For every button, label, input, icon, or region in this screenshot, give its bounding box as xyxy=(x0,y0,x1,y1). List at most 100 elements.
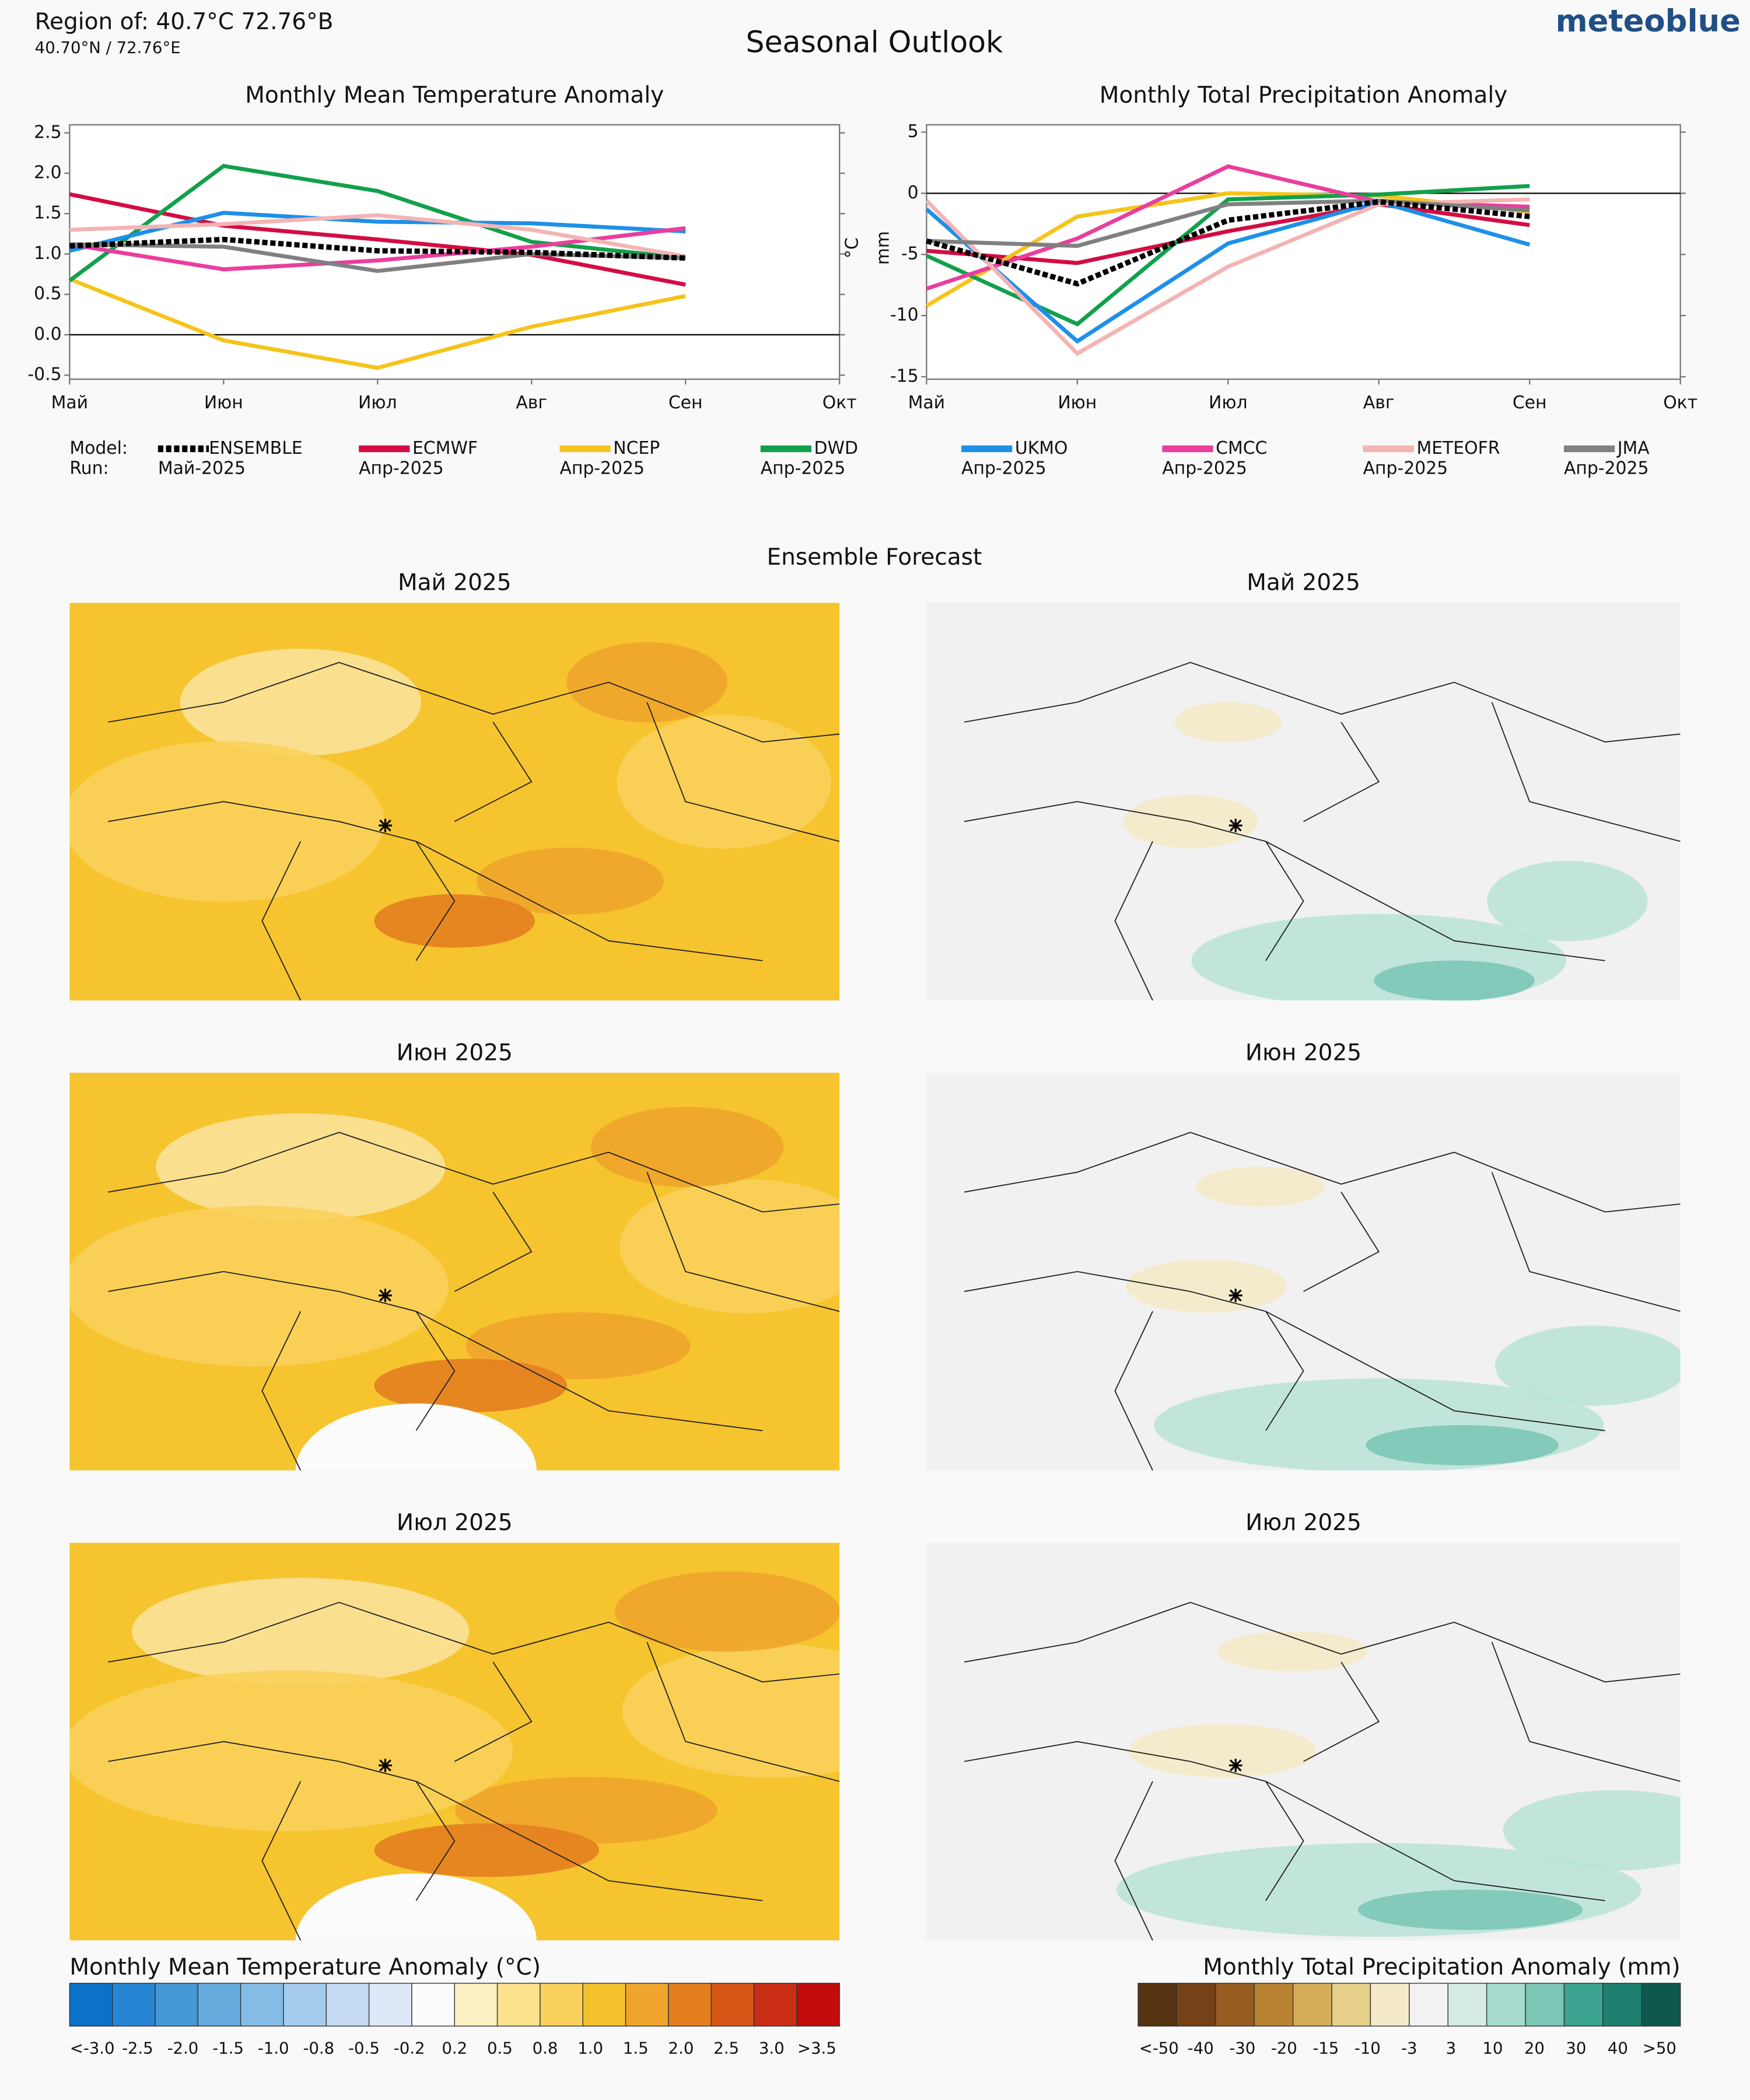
map-shade xyxy=(617,715,831,849)
map-shade xyxy=(1494,1325,1681,1406)
colorbar-swatch xyxy=(1486,1983,1526,2027)
map xyxy=(69,603,840,1001)
legend-run: Апр-2025 xyxy=(1363,458,1448,478)
legend-run: Апр-2025 xyxy=(961,458,1046,478)
map-shade xyxy=(1374,960,1535,1001)
colorbar-swatch xyxy=(1602,1983,1642,2027)
series-line xyxy=(69,277,686,370)
map-shade xyxy=(1366,1425,1559,1465)
colorbar-label: 3 xyxy=(1446,2039,1457,2057)
map-shade xyxy=(476,848,664,915)
map xyxy=(69,1073,840,1471)
colorbar-label: 0.2 xyxy=(442,2039,467,2057)
map-borders xyxy=(108,662,840,1001)
map-shade xyxy=(374,894,535,948)
legend-run: Апр-2025 xyxy=(359,458,444,478)
chart-title: Monthly Total Precipitation Anomaly xyxy=(1100,82,1508,108)
colorbar-swatch xyxy=(1215,1983,1255,2027)
colorbar-swatch xyxy=(1409,1983,1448,2027)
map-shade xyxy=(1126,1259,1287,1313)
map-borders xyxy=(964,662,1681,1001)
colorbar-label: 20 xyxy=(1524,2039,1545,2057)
colorbar-swatch xyxy=(326,1983,370,2027)
colorbar-swatch xyxy=(1254,1983,1294,2027)
legend-name: DWD xyxy=(814,438,858,459)
colorbar-label: 30 xyxy=(1566,2039,1586,2057)
map-shade xyxy=(180,648,421,756)
map-shade xyxy=(1174,702,1282,743)
series-line xyxy=(926,199,1530,287)
colorbar-swatch xyxy=(1370,1983,1410,2027)
map-shade xyxy=(295,1873,537,1941)
colorbar-swatch xyxy=(796,1983,840,2027)
coords: 40.70°N / 72.76°E xyxy=(35,38,181,57)
colorbar-label: <-3.0 xyxy=(70,2039,115,2057)
x-tick-label: Июл xyxy=(1209,393,1248,413)
colorbar-label: -20 xyxy=(1271,2039,1297,2057)
series-line xyxy=(926,198,1530,248)
y-axis-label: °C xyxy=(842,237,863,258)
colorbar-title: Monthly Mean Temperature Anomaly (°C) xyxy=(69,1954,541,1980)
colorbar-swatch xyxy=(1563,1983,1604,2027)
y-axis-label: mm xyxy=(873,231,893,265)
colorbar-label: >3.5 xyxy=(797,2039,836,2057)
map-content xyxy=(69,1073,840,1471)
x-tick-label: Июн xyxy=(204,393,243,413)
x-tick-label: Май xyxy=(908,393,945,413)
colorbar-label: 1.5 xyxy=(623,2039,649,2057)
map-title: Июн 2025 xyxy=(397,1040,513,1066)
map-shade xyxy=(295,1404,537,1471)
legend-name: ENSEMBLE xyxy=(209,438,303,459)
location-marker xyxy=(1228,818,1242,832)
legend-name: UKMO xyxy=(1015,438,1068,459)
map-content xyxy=(926,1542,1681,1941)
legend-name: JMA xyxy=(1616,438,1650,459)
map-shade xyxy=(1487,860,1648,942)
map-shade xyxy=(132,1577,470,1685)
legend-run-label: Run: xyxy=(69,458,108,478)
colorbar-swatch xyxy=(240,1983,284,2027)
map-shade xyxy=(374,1359,568,1413)
legend-name: ECMWF xyxy=(412,438,478,459)
map-borders xyxy=(964,1132,1681,1471)
y-tick-label: -15 xyxy=(890,366,919,386)
colorbar-label: 2.5 xyxy=(713,2039,739,2057)
brand: meteoblue xyxy=(1556,4,1741,39)
map-content xyxy=(69,1542,840,1941)
map-shade xyxy=(69,1206,449,1367)
colorbar-swatch xyxy=(111,1983,156,2027)
colorbar-label: -2.5 xyxy=(122,2039,153,2057)
map xyxy=(926,603,1681,1001)
map-shade xyxy=(466,1312,691,1380)
location-marker xyxy=(379,818,392,832)
legend-model-label: Model: xyxy=(69,438,128,459)
colorbar-label: 40 xyxy=(1608,2039,1628,2057)
legend-name: CMCC xyxy=(1216,438,1267,459)
map-shade xyxy=(1196,1166,1325,1207)
y-tick-label: -0.5 xyxy=(27,365,61,385)
y-tick-label: 1.5 xyxy=(34,203,61,223)
map-shade xyxy=(620,1179,840,1314)
map-title: Июн 2025 xyxy=(1245,1040,1362,1066)
location-marker xyxy=(379,1758,392,1772)
series-line xyxy=(925,200,1531,344)
colorbar-label: 0.5 xyxy=(487,2039,513,2057)
map-shade xyxy=(69,1670,513,1831)
x-tick-label: Авг xyxy=(516,393,547,413)
map-shade xyxy=(156,1113,446,1221)
series-line xyxy=(926,202,1530,265)
series-line xyxy=(69,236,686,261)
map-content xyxy=(69,603,840,1001)
x-tick-label: Май xyxy=(51,393,88,413)
y-tick-label: -5 xyxy=(901,244,919,264)
colorbar-swatch xyxy=(411,1983,455,2027)
colorbar-label: 1.0 xyxy=(578,2039,603,2057)
map-borders xyxy=(108,1601,840,1941)
colorbar-label: 0.8 xyxy=(533,2039,558,2057)
map-shade xyxy=(615,1571,840,1652)
map xyxy=(69,1542,840,1941)
legend-run: Апр-2025 xyxy=(1162,458,1247,478)
map-title: Июл 2025 xyxy=(397,1510,513,1536)
map-shade xyxy=(1129,1724,1317,1778)
